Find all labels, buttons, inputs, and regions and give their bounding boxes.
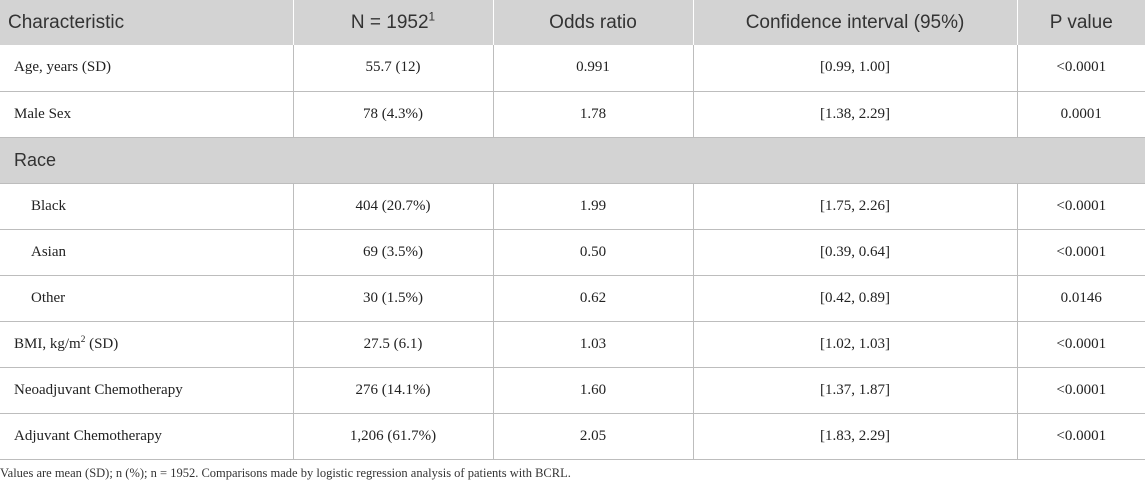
row-p-value: <0.0001	[1016, 45, 1145, 92]
row-ci: [1.02, 1.03]	[692, 321, 1017, 368]
bmi-label-superscript: 2	[80, 334, 86, 345]
section-row-race: Race	[0, 137, 1145, 184]
table-row: Black 404 (20.7%) 1.99 [1.75, 2.26] <0.0…	[0, 183, 1145, 230]
row-odds-ratio: 0.991	[492, 45, 693, 92]
table-row: BMI, kg/m2 (SD) 27.5 (6.1) 1.03 [1.02, 1…	[0, 321, 1145, 368]
row-p-value: <0.0001	[1016, 321, 1145, 368]
table-body: Age, years (SD) 55.7 (12) 0.991 [0.99, 1…	[0, 45, 1145, 460]
header-p-value: P value	[1016, 0, 1145, 45]
row-ci: [0.42, 0.89]	[692, 275, 1017, 322]
row-p-value: <0.0001	[1016, 413, 1145, 460]
row-p-value: <0.0001	[1016, 367, 1145, 414]
row-p-value: <0.0001	[1016, 229, 1145, 276]
table-row: Other 30 (1.5%) 0.62 [0.42, 0.89] 0.0146	[0, 275, 1145, 322]
table-row: Adjuvant Chemotherapy 1,206 (61.7%) 2.05…	[0, 413, 1145, 460]
row-label: Other	[0, 275, 293, 322]
row-ci: [1.83, 2.29]	[692, 413, 1017, 460]
row-n: 404 (20.7%)	[292, 183, 493, 230]
row-ci: [1.37, 1.87]	[692, 367, 1017, 414]
row-n: 78 (4.3%)	[292, 91, 493, 138]
header-n: N = 19521	[292, 0, 493, 45]
row-n: 276 (14.1%)	[292, 367, 493, 414]
row-label: Male Sex	[0, 91, 293, 138]
table-row: Age, years (SD) 55.7 (12) 0.991 [0.99, 1…	[0, 45, 1145, 92]
table-row: Asian 69 (3.5%) 0.50 [0.39, 0.64] <0.000…	[0, 229, 1145, 276]
section-label: Race	[0, 137, 1145, 184]
row-n: 30 (1.5%)	[292, 275, 493, 322]
row-odds-ratio: 0.62	[492, 275, 693, 322]
row-label: Black	[0, 183, 293, 230]
row-n: 1,206 (61.7%)	[292, 413, 493, 460]
row-ci: [0.39, 0.64]	[692, 229, 1017, 276]
row-n: 55.7 (12)	[292, 45, 493, 92]
row-odds-ratio: 1.78	[492, 91, 693, 138]
header-characteristic: Characteristic	[8, 11, 125, 33]
row-p-value: <0.0001	[1016, 183, 1145, 230]
row-odds-ratio: 2.05	[492, 413, 693, 460]
header-n-text: N = 1952	[350, 11, 429, 33]
bmi-label-text: BMI, kg/m	[14, 335, 81, 352]
table-header: Characteristic N = 19521 Odds ratio Conf…	[0, 0, 1145, 45]
row-odds-ratio: 1.60	[492, 367, 693, 414]
row-label: BMI, kg/m2 (SD)	[0, 321, 293, 368]
row-ci: [1.75, 2.26]	[692, 183, 1017, 230]
row-ci: [1.38, 2.29]	[692, 91, 1017, 138]
row-n: 69 (3.5%)	[292, 229, 493, 276]
row-ci: [0.99, 1.00]	[692, 45, 1017, 92]
row-n: 27.5 (6.1)	[292, 321, 493, 368]
row-odds-ratio: 0.50	[492, 229, 693, 276]
header-n-footnote-mark: 1	[428, 10, 436, 24]
row-p-value: 0.0001	[1016, 91, 1145, 138]
table-footnote: Values are mean (SD); n (%); n = 1952. C…	[0, 466, 571, 480]
row-label: Age, years (SD)	[0, 45, 293, 92]
row-odds-ratio: 1.03	[492, 321, 693, 368]
row-p-value: 0.0146	[1016, 275, 1145, 322]
row-odds-ratio: 1.99	[492, 183, 693, 230]
row-label: Neoadjuvant Chemotherapy	[0, 367, 293, 414]
table-row: Neoadjuvant Chemotherapy 276 (14.1%) 1.6…	[0, 367, 1145, 414]
results-table: Characteristic N = 19521 Odds ratio Conf…	[0, 0, 1145, 460]
header-row: Characteristic N = 19521 Odds ratio Conf…	[0, 0, 1145, 45]
row-label: Adjuvant Chemotherapy	[0, 413, 293, 460]
header-odds-ratio: Odds ratio	[492, 0, 693, 45]
row-label: Asian	[0, 229, 293, 276]
table-row: Male Sex 78 (4.3%) 1.78 [1.38, 2.29] 0.0…	[0, 91, 1145, 138]
bmi-label-suffix: (SD)	[85, 335, 119, 352]
header-confidence-interval: Confidence interval (95%)	[692, 0, 1017, 45]
